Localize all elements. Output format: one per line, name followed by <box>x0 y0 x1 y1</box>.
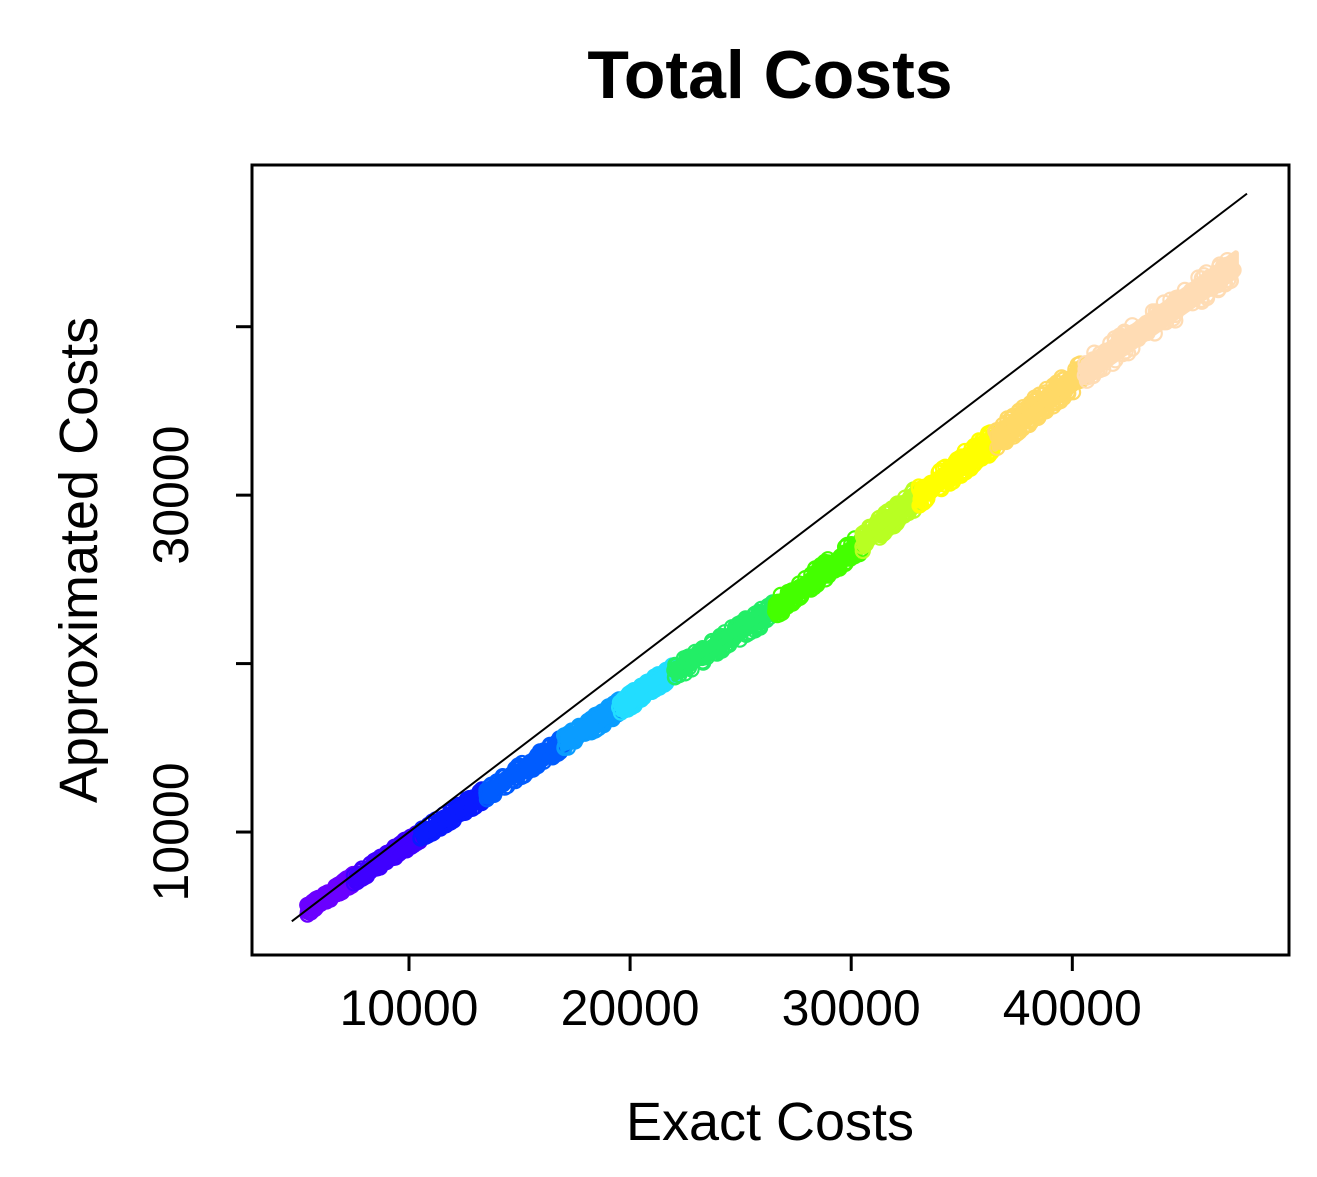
reference-line-layer <box>291 192 1248 923</box>
point-band-fill <box>914 427 998 509</box>
point-band-7 <box>666 594 782 686</box>
point-band-8 <box>766 530 870 624</box>
y-tick-label: 10000 <box>143 762 199 901</box>
point-band-9 <box>854 481 926 560</box>
point-band-12 <box>1076 250 1242 389</box>
plot-frame <box>250 163 1291 957</box>
identity-line <box>291 192 1248 923</box>
x-axis: 10000 20000 30000 40000 <box>339 955 1142 1036</box>
point-band-fill <box>671 599 777 682</box>
x-tick-label: 10000 <box>339 980 478 1036</box>
point-band-4 <box>478 730 572 808</box>
points-layer <box>299 250 1242 923</box>
y-axis-label: Approximated Costs <box>49 317 109 803</box>
point-band-11 <box>987 355 1091 456</box>
x-axis-label: Exact Costs <box>626 1092 914 1152</box>
x-tick-label: 20000 <box>561 980 700 1036</box>
y-axis: 10000 30000 <box>143 325 252 902</box>
x-tick-label: 40000 <box>1003 980 1142 1036</box>
point-band-fill <box>483 733 567 802</box>
chart-title: Total Costs <box>587 37 952 113</box>
point-band-fill <box>1080 250 1239 386</box>
y-tick-label: 30000 <box>143 426 199 565</box>
point-band-fill <box>770 531 866 621</box>
x-tick-label: 30000 <box>782 980 921 1036</box>
